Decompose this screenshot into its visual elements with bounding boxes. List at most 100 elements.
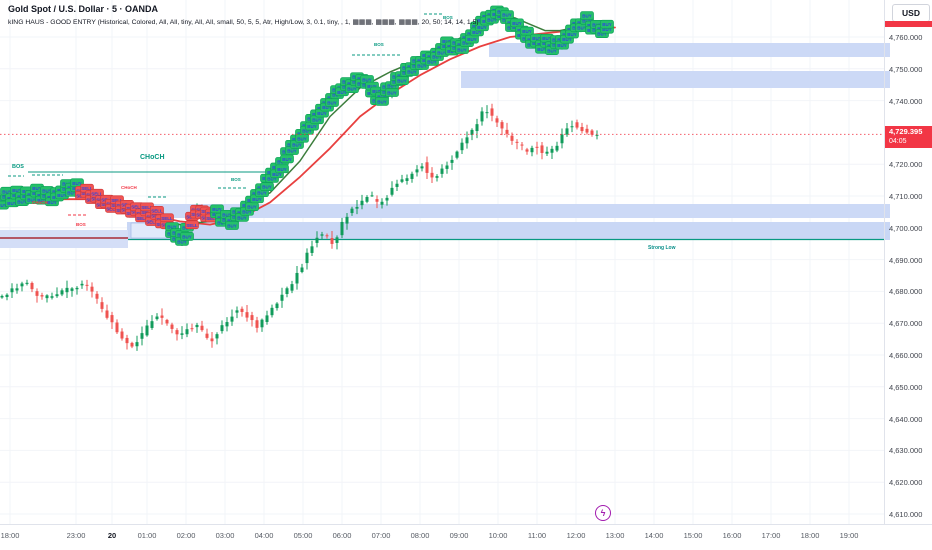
signal-box-label: BUY [312, 118, 322, 123]
buy-signal-box [275, 164, 289, 174]
signal-box-label: BUY [167, 225, 177, 230]
buy-signal-box [580, 11, 594, 20]
price-axis-label: 4,750.000 [889, 64, 923, 74]
annotation-choch: CHoCH [121, 185, 137, 190]
signal-box-label: SELL [161, 216, 173, 221]
signal-box-label: BUY [182, 234, 192, 239]
event-lightning-icon[interactable]: ϟ [595, 505, 611, 521]
signal-box-label: BUY [42, 188, 52, 193]
indicator-legend[interactable]: kING HAUS - GOOD ENTRY (Historical, Colo… [8, 19, 479, 27]
signal-box-label: BUY [27, 197, 37, 202]
signal-box-label: BUY [377, 94, 387, 99]
signal-box-label: BUY [387, 84, 397, 89]
supply-zone-lower [461, 71, 890, 88]
price-axis-label: 4,690.000 [889, 255, 923, 265]
time-axis-label: 09:00 [449, 531, 469, 540]
annotation-bos: BOS [231, 177, 241, 182]
signal-box-label: BUY [387, 90, 397, 95]
sell-signal-box [150, 205, 164, 215]
time-axis-label: 02:00 [176, 531, 196, 540]
signal-box-label: SELL [206, 216, 218, 221]
price-axis-label: 4,640.000 [889, 414, 923, 424]
signal-box-label: BUY [307, 124, 317, 129]
signal-box-label: BUY [427, 59, 437, 64]
signal-box-label: BUY [272, 172, 282, 177]
signal-box-label: SELL [111, 198, 123, 203]
signal-box-label: BUY [602, 27, 612, 32]
symbol-title[interactable]: Gold Spot / U.S. Dollar · 5 · OANDA [8, 4, 159, 14]
signal-box-label: BUY [337, 90, 347, 95]
signal-box-label: BUY [57, 193, 67, 198]
signal-box-label: SELL [81, 186, 93, 191]
signal-box-label: BUY [37, 198, 47, 203]
signal-box-label: SELL [136, 216, 148, 221]
signal-box-label: BUY [237, 215, 247, 220]
signal-box-label: SELL [91, 191, 103, 196]
signal-box-label: BUY [212, 207, 222, 212]
signal-box-label: BUY [367, 84, 377, 89]
annotation-choch: CHoCH [140, 154, 165, 161]
buy-signal-box [210, 204, 224, 214]
signal-box-label: SELL [131, 205, 143, 210]
time-axis-label: 07:00 [371, 531, 391, 540]
signal-box-label: BUY [12, 188, 22, 193]
bar-countdown: 04:05 [889, 138, 907, 145]
signal-box-label: BUY [282, 157, 292, 162]
annotation-strong-low: Strong Low [648, 245, 676, 251]
signal-box-label: BUY [377, 99, 387, 104]
time-axis-label: 01:00 [137, 531, 157, 540]
signal-box-label: BUY [432, 55, 442, 60]
buy-signal-box [375, 96, 389, 106]
demand-zone-lower [127, 222, 890, 240]
annotation-bos: BOS [12, 164, 24, 170]
signal-box-label: BUY [582, 14, 592, 19]
signal-box-label: BUY [532, 36, 542, 41]
signal-box-label: BUY [32, 186, 42, 191]
time-axis-label: 14:00 [644, 531, 664, 540]
demand-zone-upper [129, 204, 890, 218]
signal-box-label: BUY [537, 47, 547, 52]
price-axis-label: 4,700.000 [889, 223, 923, 233]
signal-box-label: BUY [602, 22, 612, 27]
signal-box-label: BUY [247, 205, 257, 210]
signal-box-label: BUY [242, 209, 252, 214]
signal-box-label: BUY [297, 136, 307, 141]
price-axis-label: 4,760.000 [889, 33, 923, 42]
time-axis[interactable]: 18:00 23:00 20 01:00 02:00 03:00 04:00 05:00 06:… [0, 524, 932, 550]
signal-box-label: BUY [227, 219, 237, 224]
signal-box-label: BUY [397, 79, 407, 84]
signal-box-label: BUY [287, 149, 297, 154]
signal-box-label: BUY [562, 37, 572, 42]
annotation-bos: BOS [374, 42, 384, 47]
signal-box-label: BUY [252, 197, 262, 202]
supply-zone-upper [489, 43, 890, 57]
buy-signal-box [225, 221, 239, 230]
price-axis[interactable]: USD 4,729.395 04:05 4,760.000 4,750.000 4,… [884, 0, 932, 524]
signal-box-label: BUY [292, 143, 302, 148]
signal-box-label: SELL [186, 223, 198, 228]
signal-box-label: BUY [0, 203, 7, 208]
signal-box-label: BUY [222, 212, 232, 217]
buy-signal-box [385, 88, 399, 97]
time-axis-label: 04:00 [254, 531, 274, 540]
time-axis-label: 11:00 [527, 531, 547, 540]
signal-box-label: BUY [0, 198, 7, 203]
signal-box-label: BUY [597, 32, 607, 37]
signal-boxes: BUYBUYBUYBUYBUYBUYBUYBUYBUYBUYBUYBUYBUYB… [0, 5, 614, 246]
currency-toggle-button[interactable]: USD [892, 4, 930, 22]
signal-box-label: BUY [502, 13, 512, 18]
signal-box-label: BUY [477, 25, 487, 30]
time-axis-label: 16:00 [722, 531, 742, 540]
signal-box-label: BUY [547, 49, 557, 54]
time-axis-label: 19:00 [839, 531, 859, 540]
signal-box-label: BUY [542, 36, 552, 41]
sell-signal-box [160, 213, 174, 223]
signal-box-label: BUY [567, 32, 577, 37]
price-axis-label: 4,630.000 [889, 446, 923, 456]
signal-box-label: SELL [141, 205, 153, 210]
signal-box-label: BUY [467, 37, 477, 42]
time-axis-label: 18:00 [800, 531, 820, 540]
time-axis-label: 15:00 [683, 531, 703, 540]
signal-box-label: BUY [442, 39, 452, 44]
